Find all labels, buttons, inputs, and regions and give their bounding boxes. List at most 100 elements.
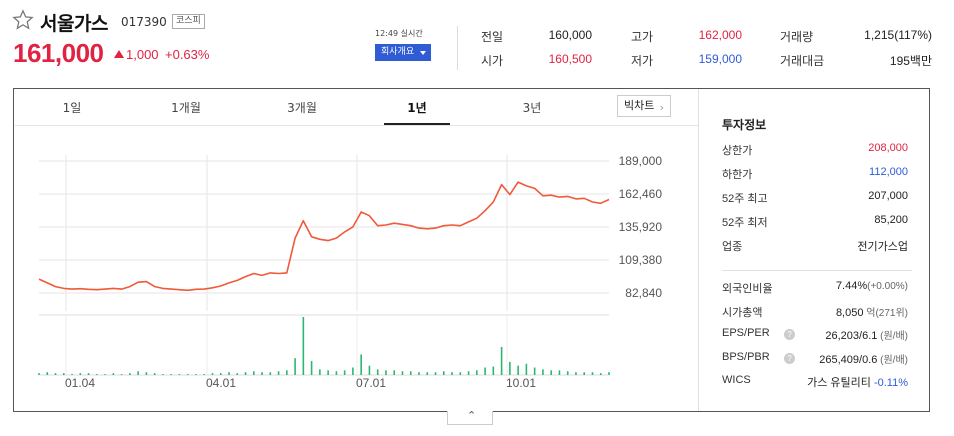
info-value: 208,000 <box>868 142 908 154</box>
info-label: EPS/PER <box>722 327 770 339</box>
quote-value-trade-amount: 195백만 <box>889 54 932 68</box>
volume-bar <box>484 367 486 375</box>
volume-bar <box>302 317 305 375</box>
volume-bar <box>418 372 420 375</box>
info-value-sub: (원/배) <box>877 354 908 366</box>
info-label: 외국인비율 <box>722 283 773 295</box>
volume-bar <box>575 372 577 375</box>
info-value-main: 207,000 <box>868 190 908 202</box>
quote-value-open: 160,500 <box>548 52 592 66</box>
quote-label-volume: 거래량 <box>780 30 814 44</box>
y-tick-label: 162,460 <box>619 187 663 201</box>
volume-bar <box>294 358 296 375</box>
chevron-right-icon: › <box>659 101 664 114</box>
volume-bar <box>591 372 594 375</box>
price-change-percent: +0.63% <box>165 47 210 62</box>
info-label: 업종 <box>722 241 743 253</box>
volume-bar <box>319 369 321 375</box>
info-label: 52주 최고 <box>722 193 768 205</box>
volume-bar <box>244 372 247 375</box>
y-tick-label: 109,380 <box>619 253 663 267</box>
info-row: 52주 최저 85,200 <box>722 214 908 230</box>
volume-bar <box>153 373 156 375</box>
quote-label-open: 시가 <box>481 54 504 68</box>
volume-bar <box>343 370 346 375</box>
volume-bar <box>228 372 230 375</box>
volume-bar <box>352 367 354 375</box>
info-value-main: 208,000 <box>868 142 908 154</box>
volume-bar <box>62 373 65 375</box>
up-arrow-icon <box>114 50 124 58</box>
volume-bar <box>376 369 379 375</box>
info-value-sub: 억(271위) <box>863 307 908 319</box>
market-badge: 코스피 <box>172 14 205 29</box>
volume-bar <box>335 371 338 375</box>
volume-bar <box>269 372 272 375</box>
help-icon[interactable]: ? <box>784 329 795 340</box>
company-overview-button[interactable]: 회사개요 <box>375 44 431 61</box>
volume-bar <box>368 365 371 375</box>
price-series-line <box>38 181 610 292</box>
panel-divider <box>698 89 699 411</box>
quote-label-high: 고가 <box>631 30 654 44</box>
volume-bar <box>219 373 222 375</box>
volume-bar <box>509 361 511 375</box>
tab-1day[interactable]: 1일 <box>62 101 82 115</box>
volume-bar <box>558 370 561 375</box>
info-label: 하한가 <box>722 169 753 181</box>
volume-bar <box>542 369 544 375</box>
volume-bar <box>54 373 57 375</box>
volume-bar <box>129 373 131 375</box>
info-row: 52주 최고 207,000 <box>722 190 908 206</box>
favorite-star-icon[interactable] <box>12 9 34 31</box>
help-icon[interactable]: ? <box>784 352 795 364</box>
volume-bar <box>277 371 280 375</box>
info-value: 26,203/6.1 (원/배) <box>825 327 908 342</box>
info-row: 시가총액 8,050 억(271위) <box>722 304 908 320</box>
info-value: 207,000 <box>868 190 908 202</box>
price-chart[interactable]: 189,000 162,460 135,920 109,380 82,840 01.04 0… <box>14 89 698 411</box>
volume-bar <box>112 373 115 375</box>
collapse-toggle[interactable]: ⌃ <box>447 409 493 425</box>
stock-name: 서울가스 <box>40 13 108 35</box>
volume-bar <box>71 374 73 375</box>
info-value-main: 112,000 <box>869 166 908 178</box>
volume-bar <box>79 373 82 375</box>
x-tick-label: 04.01 <box>206 376 236 390</box>
volume-bar <box>492 366 495 375</box>
info-value-main: 85,200 <box>874 214 908 226</box>
volume-bar <box>104 374 106 375</box>
volume-bar <box>385 370 387 375</box>
quote-value-prev-close: 160,000 <box>548 28 592 42</box>
y-tick-label: 189,000 <box>619 154 663 168</box>
chevron-up-icon: ⌃ <box>467 409 477 422</box>
info-value: 265,409/0.6 (원/배) <box>819 351 908 366</box>
info-value-main: 8,050 <box>835 306 864 319</box>
y-tick-label: 135,920 <box>619 220 663 234</box>
volume-bar <box>500 346 503 375</box>
volume-bar <box>409 371 412 375</box>
tab-3year[interactable]: 3년 <box>522 101 542 115</box>
volume-bar <box>145 372 148 375</box>
volume-bar <box>195 374 197 375</box>
volume-bar <box>261 372 263 375</box>
volume-bar <box>360 354 362 375</box>
info-value-main: 가스 유틸리티 <box>807 377 871 389</box>
volume-bar <box>327 370 329 375</box>
realtime-label: 12:49 실시간 <box>375 29 423 38</box>
volume-bar <box>467 371 470 375</box>
tab-1year[interactable]: 1년 <box>407 101 427 115</box>
volume-bar <box>137 371 139 375</box>
volume-bar <box>550 370 552 375</box>
info-row: 하한가 112,000 <box>722 166 908 182</box>
bigchart-button[interactable]: 빅차트 › <box>617 95 671 117</box>
info-label: 시가총액 <box>722 306 763 319</box>
tab-3month[interactable]: 3개월 <box>287 101 317 115</box>
volume-bar <box>476 370 478 375</box>
tab-1month[interactable]: 1개월 <box>171 101 201 115</box>
x-tick-label: 10.01 <box>506 376 536 390</box>
volume-bar <box>583 372 586 375</box>
volume-bar <box>203 374 206 375</box>
info-row: 외국인비율 7.44%(+0.00%) <box>722 280 908 296</box>
volume-bar <box>186 374 189 375</box>
